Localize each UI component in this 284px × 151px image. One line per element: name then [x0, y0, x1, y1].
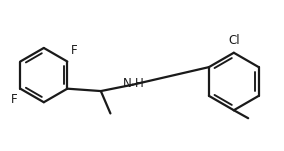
Text: Cl: Cl: [228, 34, 240, 47]
Text: F: F: [11, 93, 17, 106]
Text: F: F: [70, 44, 77, 57]
Text: H: H: [135, 77, 144, 90]
Text: N: N: [123, 77, 132, 90]
